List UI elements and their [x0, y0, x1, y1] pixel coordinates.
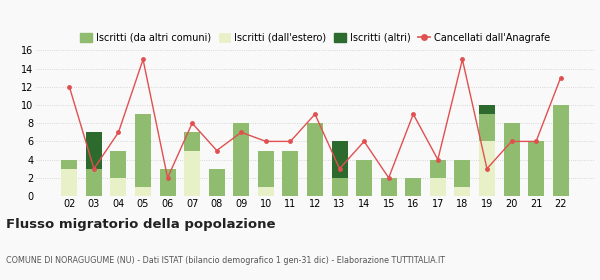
Bar [135, 114, 151, 187]
Text: COMUNE DI NORAGUGUME (NU) - Dati ISTAT (bilancio demografico 1 gen-31 dic) - Ela: COMUNE DI NORAGUGUME (NU) - Dati ISTAT (… [6, 256, 445, 265]
Bar [479, 105, 495, 114]
Bar [233, 123, 249, 196]
Bar [454, 187, 470, 196]
Bar [61, 169, 77, 196]
Bar [86, 132, 102, 169]
Bar [479, 141, 495, 196]
Bar [209, 169, 225, 196]
Bar [110, 178, 127, 196]
Bar [553, 105, 569, 196]
Legend: Iscritti (da altri comuni), Iscritti (dall'estero), Iscritti (altri), Cancellati: Iscritti (da altri comuni), Iscritti (da… [80, 33, 550, 43]
Bar [430, 160, 446, 178]
Bar [479, 114, 495, 141]
Bar [160, 169, 176, 196]
Bar [86, 169, 102, 196]
Bar [184, 132, 200, 151]
Bar [430, 178, 446, 196]
Bar [110, 151, 127, 178]
Text: Flusso migratorio della popolazione: Flusso migratorio della popolazione [6, 218, 275, 231]
Bar [503, 123, 520, 196]
Bar [258, 187, 274, 196]
Bar [356, 160, 372, 196]
Bar [381, 178, 397, 196]
Bar [307, 123, 323, 196]
Bar [283, 151, 298, 196]
Bar [332, 141, 347, 178]
Bar [405, 178, 421, 196]
Bar [135, 187, 151, 196]
Bar [258, 151, 274, 187]
Bar [332, 178, 347, 196]
Bar [61, 160, 77, 169]
Bar [454, 160, 470, 187]
Bar [184, 151, 200, 196]
Bar [528, 141, 544, 196]
